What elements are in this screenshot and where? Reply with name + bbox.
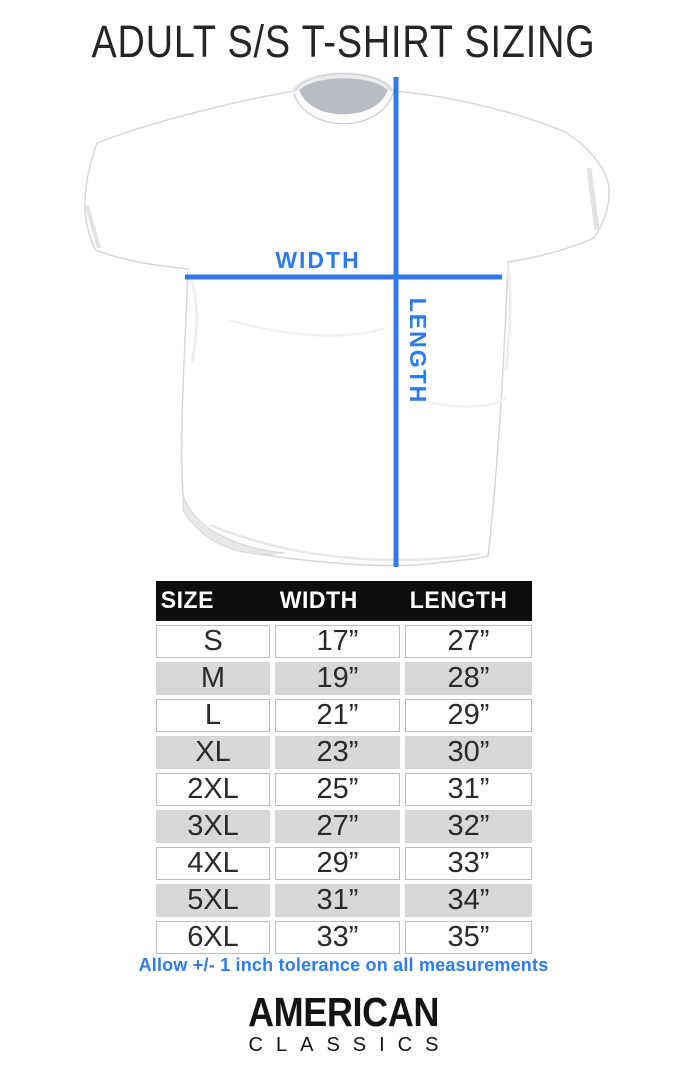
table-cell-length: 29” [405, 699, 532, 732]
table-cell-width: 25” [275, 773, 400, 806]
table-cell-width: 21” [275, 699, 400, 732]
table-cell-size: 3XL [156, 810, 270, 843]
table-cell-size: L [156, 699, 270, 732]
right-armpit-crease [504, 264, 512, 371]
table-cell-width: 33” [275, 921, 400, 954]
table-cell-size: S [156, 625, 270, 658]
col-header-size: SIZE [160, 587, 214, 614]
table-cell-width: 19” [275, 662, 400, 695]
table-cell-size: 6XL [156, 921, 270, 954]
table-cell-length: 32” [405, 810, 532, 843]
table-cell-size: 2XL [156, 773, 270, 806]
size-table: SIZE WIDTH LENGTH S 17” 27” M 19” 28” L 21” 29” X… [156, 581, 532, 958]
collar-opening [295, 76, 392, 118]
collar-seam [293, 92, 394, 125]
collar-front-band [290, 89, 397, 124]
table-row: S 17” 27” [156, 625, 532, 658]
table-cell-length: 27” [405, 625, 532, 658]
table-row: 6XL 33” 35” [156, 921, 532, 954]
table-cell-width: 31” [275, 884, 400, 917]
brand-logo: AMERICAN CLASSICS [0, 989, 687, 1056]
table-cell-length: 34” [405, 884, 532, 917]
brand-name-american: AMERICAN [248, 989, 439, 1035]
table-row: XL 23” 30” [156, 736, 532, 769]
table-cell-size: 4XL [156, 847, 270, 880]
shirt-body [84, 90, 610, 567]
size-table-header: SIZE WIDTH LENGTH [156, 581, 532, 621]
tolerance-note: Allow +/- 1 inch tolerance on all measur… [138, 955, 549, 975]
col-header-length: LENGTH [409, 587, 508, 614]
left-cuff-seam [85, 205, 101, 249]
table-cell-length: 30” [405, 736, 532, 769]
table-cell-size: 5XL [156, 884, 270, 917]
table-row: 2XL 25” 31” [156, 773, 532, 806]
table-row: 4XL 29” 33” [156, 847, 532, 880]
collar-back-band [292, 72, 395, 93]
table-row: L 21” 29” [156, 699, 532, 732]
table-cell-length: 31” [405, 773, 532, 806]
col-header-width: WIDTH [279, 587, 358, 614]
size-table-body: S 17” 27” M 19” 28” L 21” 29” XL 23” 30” 2XL 25” 31” 3X… [156, 625, 532, 954]
table-cell-size: XL [156, 736, 270, 769]
table-cell-width: 27” [275, 810, 400, 843]
width-label: WIDTH [275, 247, 360, 273]
body-wrinkle [419, 397, 507, 408]
table-row: M 19” 28” [156, 662, 532, 695]
tshirt-illustration: WIDTH LENGTH [84, 72, 610, 567]
hem-fold [182, 493, 286, 555]
table-cell-width: 23” [275, 736, 400, 769]
length-label: LENGTH [405, 298, 431, 405]
table-cell-width: 17” [275, 625, 400, 658]
collar-outline [294, 73, 393, 92]
body-wrinkle [229, 318, 386, 337]
hem-wrinkle [209, 523, 481, 562]
shirt-diagram: WIDTH LENGTH [60, 70, 630, 580]
page-title: ADULT S/S T-SHIRT SIZING [91, 16, 596, 67]
table-row: 5XL 31” 34” [156, 884, 532, 917]
table-cell-size: M [156, 662, 270, 695]
table-cell-length: 33” [405, 847, 532, 880]
right-cuff-seam [586, 167, 600, 231]
tshirt-graphic [84, 72, 610, 567]
table-row: 3XL 27” 32” [156, 810, 532, 843]
brand-name-classics: CLASSICS [248, 1034, 452, 1056]
table-cell-length: 35” [405, 921, 532, 954]
table-cell-width: 29” [275, 847, 400, 880]
table-cell-length: 28” [405, 662, 532, 695]
